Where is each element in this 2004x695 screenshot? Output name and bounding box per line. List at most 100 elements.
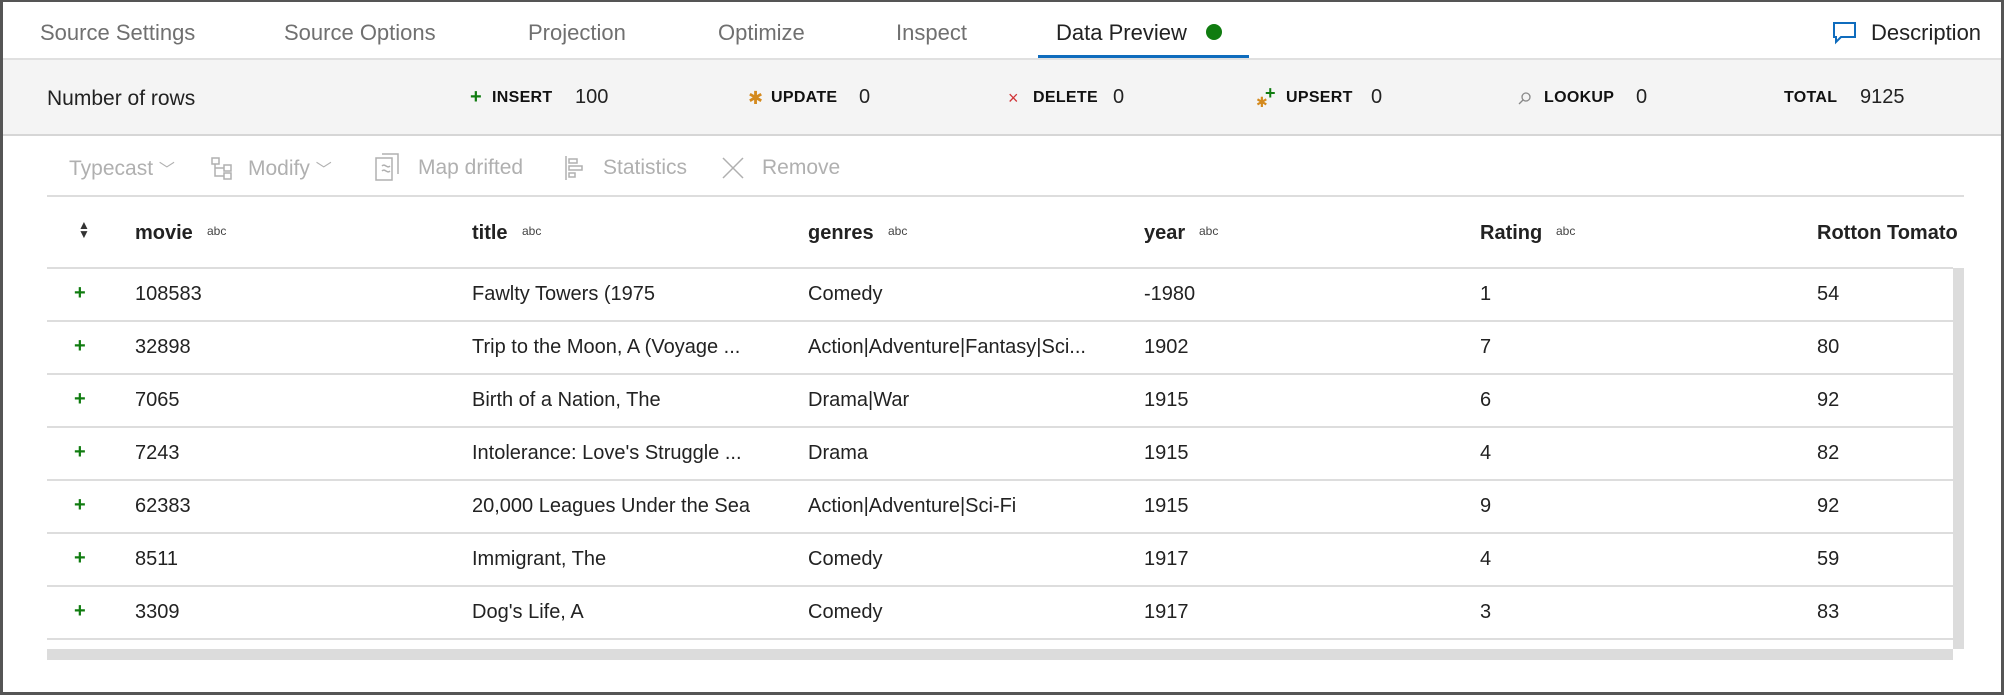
table-cell-rotton-tomato: 82 — [1817, 442, 1840, 464]
table-cell-year: 1915 — [1144, 495, 1189, 517]
type-badge: abc — [1556, 224, 1576, 238]
active-tab-indicator — [1038, 55, 1249, 58]
total-value: 9125 — [1860, 86, 1905, 108]
statistics-icon — [564, 155, 586, 186]
horizontal-scrollbar[interactable] — [47, 649, 1953, 660]
table-cell-rotton-tomato: 59 — [1817, 548, 1840, 570]
tab-projection[interactable]: Projection — [528, 20, 626, 45]
table-cell-rating: 7 — [1480, 336, 1492, 358]
description-button[interactable] — [1832, 20, 1858, 51]
type-badge: abc — [888, 224, 908, 238]
table-cell-rotton-tomato: 92 — [1817, 495, 1840, 517]
table-cell-rating: 3 — [1480, 601, 1492, 623]
column-header-title[interactable]: title — [472, 222, 508, 244]
table-cell-title: Trip to the Moon, A (Voyage ... — [472, 336, 741, 358]
table-cell-year: 1915 — [1144, 442, 1189, 464]
typecast-button[interactable]: Typecast ﹀ — [69, 156, 175, 181]
description-label[interactable]: Description — [1871, 20, 1982, 45]
table-cell-year: 1915 — [1144, 389, 1189, 411]
table-cell-title: Intolerance: Love's Struggle ... — [472, 442, 742, 464]
upsert-label: UPSERT — [1286, 89, 1353, 106]
table-cell-movie: 32898 — [135, 336, 191, 358]
lookup-label: LOOKUP — [1544, 89, 1615, 106]
table-row[interactable]: +8511 Immigrant, The Comedy 1917 4 59 — [47, 534, 1953, 587]
remove-icon — [721, 156, 745, 185]
table-cell-genres: Comedy — [808, 601, 883, 623]
delete-label: DELETE — [1033, 89, 1098, 106]
tab-data-preview[interactable]: Data Preview — [1056, 20, 1187, 45]
modify-label: Modify — [248, 157, 310, 180]
lookup-icon — [1517, 91, 1533, 112]
table-cell-genres: Action|Adventure|Fantasy|Sci... — [808, 336, 1086, 358]
table-cell-movie: 7065 — [135, 389, 180, 411]
insert-value: 100 — [575, 86, 609, 108]
type-badge: abc — [1199, 224, 1219, 238]
column-header-rating[interactable]: Rating — [1480, 222, 1543, 244]
table-cell-year: 1917 — [1144, 548, 1189, 570]
table-cell-genres: Action|Adventure|Sci-Fi — [808, 495, 1017, 517]
tab-optimize[interactable]: Optimize — [718, 20, 805, 45]
upsert-insert-icon: + — [1265, 83, 1276, 103]
table-cell-rating: 4 — [1480, 442, 1492, 464]
table-cell-rotton-tomato: 54 — [1817, 283, 1840, 305]
delete-value: 0 — [1113, 86, 1125, 108]
statistics-button[interactable]: Statistics — [603, 156, 688, 179]
remove-button[interactable]: Remove — [762, 156, 841, 179]
total-label: TOTAL — [1784, 89, 1838, 106]
insert-row-icon: + — [74, 335, 86, 357]
tab-inspect[interactable]: Inspect — [896, 20, 967, 45]
column-header-movie[interactable]: movie — [135, 222, 193, 244]
modify-button[interactable]: Modify ﹀ — [248, 156, 332, 181]
column-header-year[interactable]: year — [1144, 222, 1186, 244]
table-cell-title: 20,000 Leagues Under the Sea — [472, 495, 750, 517]
chevron-down-icon: ﹀ — [158, 162, 175, 179]
tab-source-settings[interactable]: Source Settings — [40, 20, 196, 45]
table-cell-rating: 6 — [1480, 389, 1492, 411]
table-cell-genres: Comedy — [808, 548, 883, 570]
insert-row-icon: + — [74, 441, 86, 463]
typecast-label: Typecast — [69, 157, 154, 180]
insert-row-icon: + — [74, 547, 86, 569]
upsert-update-icon: ✱ — [1256, 94, 1268, 110]
table-cell-genres: Comedy — [808, 283, 883, 305]
table-cell-movie: 3309 — [135, 601, 180, 623]
table-cell-movie: 62383 — [135, 495, 191, 517]
table-row[interactable]: +7065 Birth of a Nation, The Drama|War 1915… — [47, 375, 1953, 428]
vertical-scrollbar[interactable] — [1953, 268, 1964, 649]
table-row[interactable]: +7243 Intolerance: Love's Struggle ... Dra… — [47, 428, 1953, 481]
delete-icon: × — [1008, 88, 1019, 108]
table-cell-genres: Drama — [808, 442, 869, 464]
table-cell-movie: 108583 — [135, 283, 202, 305]
insert-row-icon: + — [74, 388, 86, 410]
status-dot — [1206, 24, 1222, 40]
tab-source-options[interactable]: Source Options — [284, 20, 436, 45]
table-cell-title: Birth of a Nation, The — [472, 389, 661, 411]
map-drifted-icon — [374, 152, 402, 187]
table-cell-rotton-tomato: 83 — [1817, 601, 1840, 623]
comment-icon — [1833, 22, 1856, 45]
table-cell-title: Immigrant, The — [472, 548, 607, 570]
table-cell-rating: 4 — [1480, 548, 1492, 570]
type-badge: abc — [522, 224, 542, 238]
insert-icon: + — [470, 86, 482, 108]
map-drifted-button[interactable]: Map drifted — [418, 156, 524, 179]
table-cell-year: 1917 — [1144, 601, 1189, 623]
column-header-genres[interactable]: genres — [808, 222, 874, 244]
table-row[interactable]: +32898 Trip to the Moon, A (Voyage ... Act… — [47, 322, 1953, 375]
lookup-value: 0 — [1636, 86, 1648, 108]
table-cell-year: 1902 — [1144, 336, 1189, 358]
upsert-value: 0 — [1371, 86, 1383, 108]
type-badge: abc — [207, 224, 227, 238]
table-cell-title: Fawlty Towers (1975 — [472, 283, 656, 305]
column-header-rotton-tomato[interactable]: Rotton Tomato — [1817, 222, 1958, 244]
table-row[interactable]: +62383 20,000 Leagues Under the Sea Action… — [47, 481, 1953, 534]
sort-icon[interactable]: ▲ ▼ — [78, 218, 90, 241]
table-row[interactable]: +3309 Dog's Life, A Comedy 1917 3 83 — [47, 587, 1953, 640]
table-row[interactable]: +108583 Fawlty Towers (1975 Comedy -1980 1 54 — [47, 269, 1953, 322]
table-cell-title: Dog's Life, A — [472, 601, 584, 623]
insert-label: INSERT — [492, 89, 553, 106]
update-value: 0 — [859, 86, 871, 108]
table-cell-rotton-tomato: 92 — [1817, 389, 1840, 411]
table-cell-movie: 7243 — [135, 442, 180, 464]
